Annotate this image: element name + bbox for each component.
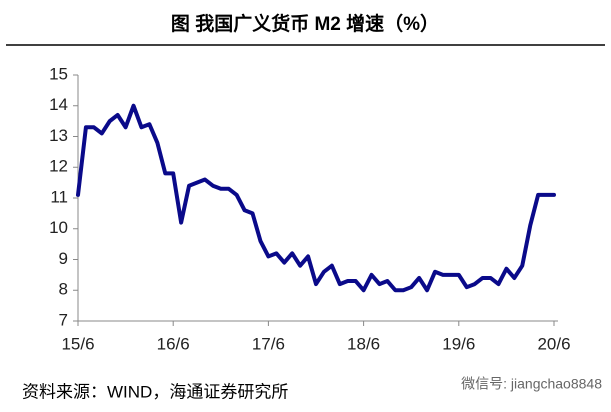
- x-tick-label: 16/6: [157, 334, 190, 353]
- y-tick-label: 10: [49, 218, 68, 237]
- y-tick-label: 13: [49, 126, 68, 145]
- y-tick-label: 12: [49, 157, 68, 176]
- x-tick-label: 19/6: [442, 334, 475, 353]
- watermark: 微信号: jiangchao8848: [461, 376, 602, 392]
- x-tick-label: 20/6: [537, 334, 570, 353]
- x-tick-label: 17/6: [252, 334, 285, 353]
- line-series: [76, 103, 556, 293]
- y-tick-label: 15: [49, 64, 68, 83]
- x-tick-label: 15/6: [61, 334, 94, 353]
- y-tick-label: 9: [59, 249, 68, 268]
- x-tick-label: 18/6: [347, 334, 380, 353]
- chart-title: 图 我国广义货币 M2 增速（%）: [171, 12, 439, 35]
- source: 资料来源：WIND，海通证券研究所: [22, 382, 288, 401]
- y-tick-label: 11: [50, 187, 68, 206]
- y-tick-label: 7: [59, 310, 68, 329]
- y-tick-label: 8: [59, 280, 68, 299]
- y-tick-label: 14: [49, 95, 68, 114]
